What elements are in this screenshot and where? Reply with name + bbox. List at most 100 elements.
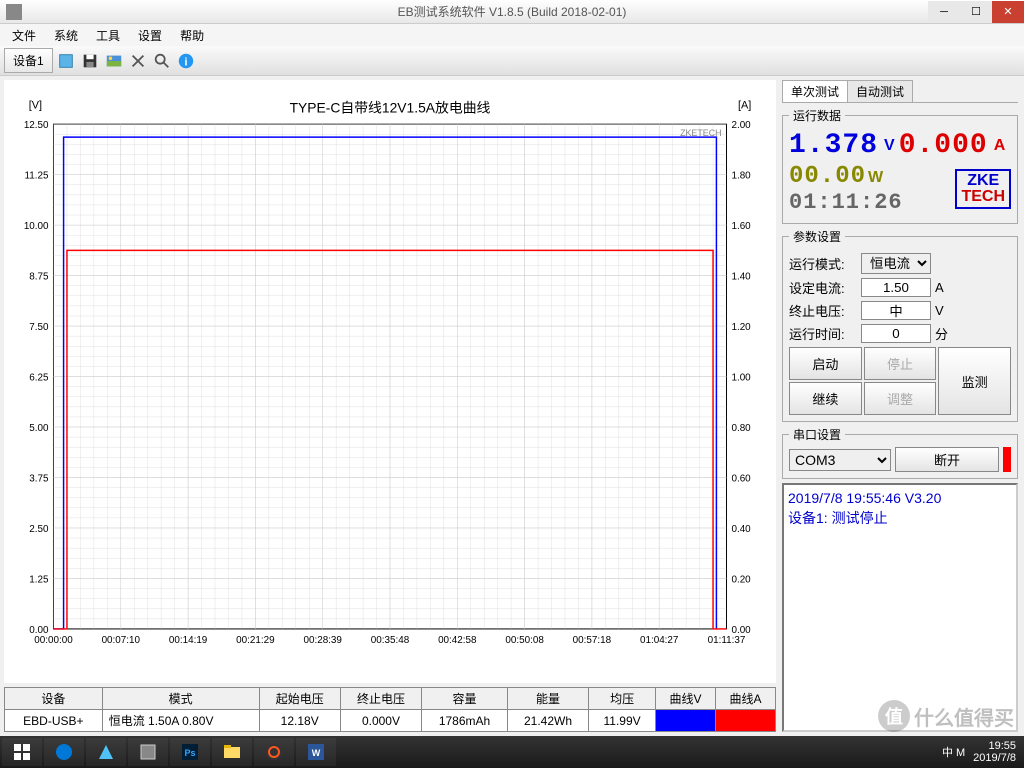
test-tabs: 单次测试 自动测试 — [782, 80, 1018, 103]
end-voltage-input[interactable] — [861, 301, 931, 320]
tray-time: 19:55 — [973, 740, 1016, 752]
watermark: 值 什么值得买 — [878, 700, 1014, 732]
svg-text:0.80: 0.80 — [731, 423, 751, 434]
params-legend: 参数设置 — [789, 228, 845, 245]
serial-panel: 串口设置 COM3 断开 — [782, 426, 1018, 479]
start-button[interactable]: 启动 — [789, 347, 862, 380]
svg-text:00:50:08: 00:50:08 — [505, 635, 544, 646]
stop-button[interactable]: 停止 — [864, 347, 937, 380]
search-icon[interactable] — [151, 50, 173, 72]
svg-text:00:42:58: 00:42:58 — [438, 635, 477, 646]
th-startv: 起始电压 — [259, 688, 340, 710]
menu-tools[interactable]: 工具 — [88, 25, 128, 46]
taskbar: Ps W 中 M 19:55 2019/7/8 — [0, 736, 1024, 768]
power-readout: 00.00 — [789, 163, 866, 190]
browser-icon[interactable] — [44, 738, 84, 766]
menubar: 文件 系统 工具 设置 帮助 — [0, 24, 1024, 46]
set-current-unit: A — [935, 280, 955, 295]
app-icon-3[interactable] — [254, 738, 294, 766]
th-capacity: 容量 — [422, 688, 508, 710]
th-device: 设备 — [5, 688, 103, 710]
table-row[interactable]: EBD-USB+ 恒电流 1.50A 0.80V 12.18V 0.000V 1… — [5, 710, 776, 732]
svg-text:0.20: 0.20 — [731, 574, 751, 585]
adjust-button[interactable]: 调整 — [864, 382, 937, 415]
power-unit: W — [868, 169, 883, 186]
th-avgv: 均压 — [589, 688, 656, 710]
svg-text:00:14:19: 00:14:19 — [169, 635, 208, 646]
tab-auto[interactable]: 自动测试 — [847, 80, 913, 102]
svg-text:i: i — [184, 56, 187, 68]
end-voltage-label: 终止电压: — [789, 301, 857, 320]
photoshop-icon[interactable]: Ps — [170, 738, 210, 766]
th-curvev: 曲线V — [655, 688, 715, 710]
mode-select[interactable]: 恒电流 — [861, 253, 931, 274]
start-button-icon[interactable] — [2, 738, 42, 766]
watermark-icon: 值 — [878, 700, 910, 732]
info-icon[interactable]: i — [175, 50, 197, 72]
serial-legend: 串口设置 — [789, 426, 845, 443]
tray-ime[interactable]: 中 M — [942, 744, 965, 760]
system-tray[interactable]: 中 M 19:55 2019/7/8 — [942, 740, 1022, 764]
run-time-unit: 分 — [935, 324, 955, 343]
svg-text:00:57:18: 00:57:18 — [573, 635, 612, 646]
svg-text:6.25: 6.25 — [29, 373, 49, 384]
mode-label: 运行模式: — [789, 254, 857, 273]
toolbar: 设备1 i — [0, 46, 1024, 76]
explorer-icon[interactable] — [212, 738, 252, 766]
app-icon-2[interactable] — [128, 738, 168, 766]
save-icon[interactable] — [79, 50, 101, 72]
th-energy: 能量 — [507, 688, 588, 710]
voltage-readout: 1.378 — [789, 130, 878, 161]
svg-text:1.25: 1.25 — [29, 574, 49, 585]
svg-text:10.00: 10.00 — [24, 221, 49, 232]
td-device: EBD-USB+ — [5, 710, 103, 732]
minimize-button[interactable]: ─ — [928, 1, 960, 23]
app-icon-1[interactable] — [86, 738, 126, 766]
image-icon[interactable] — [103, 50, 125, 72]
serial-status-icon — [1003, 447, 1011, 472]
svg-text:Ps: Ps — [184, 748, 195, 758]
svg-text:7.50: 7.50 — [29, 322, 49, 333]
svg-text:1.00: 1.00 — [731, 373, 751, 384]
set-current-input[interactable] — [861, 278, 931, 297]
svg-text:0.60: 0.60 — [731, 473, 751, 484]
svg-text:01:04:27: 01:04:27 — [640, 635, 678, 646]
svg-text:8.75: 8.75 — [29, 272, 49, 283]
new-icon[interactable] — [55, 50, 77, 72]
run-time-label: 运行时间: — [789, 324, 857, 343]
svg-text:3.75: 3.75 — [29, 473, 49, 484]
menu-settings[interactable]: 设置 — [130, 25, 170, 46]
menu-help[interactable]: 帮助 — [172, 25, 212, 46]
svg-text:2.00: 2.00 — [731, 120, 751, 131]
run-time-input[interactable] — [861, 324, 931, 343]
word-icon[interactable]: W — [296, 738, 336, 766]
svg-text:TYPE-C自带线12V1.5A放电曲线: TYPE-C自带线12V1.5A放电曲线 — [290, 99, 491, 115]
tab-single[interactable]: 单次测试 — [782, 80, 848, 102]
td-mode: 恒电流 1.50A 0.80V — [102, 710, 259, 732]
svg-text:5.00: 5.00 — [29, 423, 49, 434]
status-panel: 2019/7/8 19:55:46 V3.20 设备1: 测试停止 — [782, 483, 1018, 732]
svg-text:12.50: 12.50 — [24, 120, 49, 131]
monitor-button[interactable]: 监测 — [938, 347, 1011, 415]
svg-text:W: W — [312, 748, 321, 758]
svg-text:01:11:37: 01:11:37 — [708, 635, 746, 646]
app-icon — [6, 4, 22, 20]
device-tab[interactable]: 设备1 — [4, 48, 53, 73]
svg-text:1.80: 1.80 — [731, 171, 751, 182]
com-select[interactable]: COM3 — [789, 449, 891, 471]
current-unit: A — [994, 137, 1006, 155]
maximize-button[interactable]: ☐ — [960, 1, 992, 23]
close-button[interactable]: ✕ — [992, 1, 1024, 23]
tools-icon[interactable] — [127, 50, 149, 72]
disconnect-button[interactable]: 断开 — [895, 447, 999, 472]
brand-logo: ZKE TECH — [955, 169, 1011, 209]
run-data-legend: 运行数据 — [789, 107, 845, 124]
td-curvev — [655, 710, 715, 732]
continue-button[interactable]: 继续 — [789, 382, 862, 415]
titlebar: EB测试系统软件 V1.8.5 (Build 2018-02-01) ─ ☐ ✕ — [0, 0, 1024, 24]
set-current-label: 设定电流: — [789, 278, 857, 297]
th-mode: 模式 — [102, 688, 259, 710]
menu-system[interactable]: 系统 — [46, 25, 86, 46]
menu-file[interactable]: 文件 — [4, 25, 44, 46]
svg-text:2.50: 2.50 — [29, 524, 49, 535]
